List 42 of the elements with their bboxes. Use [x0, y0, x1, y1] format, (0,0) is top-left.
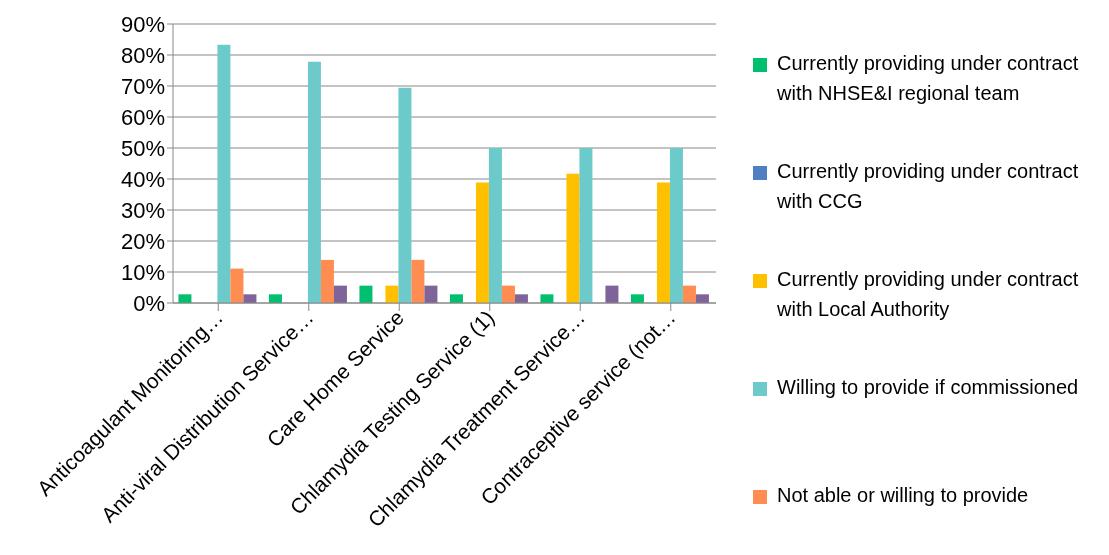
bar — [398, 87, 412, 303]
bar — [566, 173, 580, 303]
bar — [359, 285, 373, 303]
y-tick-label: 70% — [120, 73, 165, 99]
y-tick-label: 0% — [133, 290, 165, 316]
bar — [268, 294, 282, 303]
bar — [695, 294, 709, 303]
y-tick-label: 20% — [120, 228, 165, 254]
y-tick-label: 40% — [120, 166, 165, 192]
bar — [178, 294, 192, 303]
bar — [682, 285, 696, 303]
bar — [475, 182, 489, 303]
bar — [243, 294, 257, 303]
bar — [630, 294, 644, 303]
bar — [307, 61, 321, 303]
bar — [488, 148, 502, 303]
bar — [230, 268, 244, 303]
y-tick-label: 10% — [120, 259, 165, 285]
bar — [385, 285, 399, 303]
y-tick-label: 80% — [120, 42, 165, 68]
bar — [605, 285, 619, 303]
bar — [411, 259, 425, 303]
bar — [449, 294, 463, 303]
legend-label: Currently providing under contract with Local Authority — [777, 267, 1080, 322]
legend-label: Not able or willing to provide — [777, 483, 1029, 508]
y-tick-label: 30% — [120, 197, 165, 223]
y-tick-label: 50% — [120, 135, 165, 161]
y-tick-label: 60% — [120, 104, 165, 130]
bar — [501, 285, 515, 303]
bar — [669, 148, 683, 303]
bar — [579, 148, 593, 303]
legend-label: Currently providing under contract with NHSE&I regional team — [777, 51, 1080, 106]
bar — [424, 285, 438, 303]
bar — [514, 294, 528, 303]
y-tick-label: 90% — [120, 11, 165, 37]
legend-label: Currently providing under contract with CCG — [777, 159, 1080, 214]
bar — [333, 285, 347, 303]
bar — [217, 44, 231, 303]
bar — [540, 294, 554, 303]
bar — [320, 259, 334, 303]
legend-label: Willing to provide if commissioned — [777, 375, 1079, 400]
bar — [656, 182, 670, 303]
